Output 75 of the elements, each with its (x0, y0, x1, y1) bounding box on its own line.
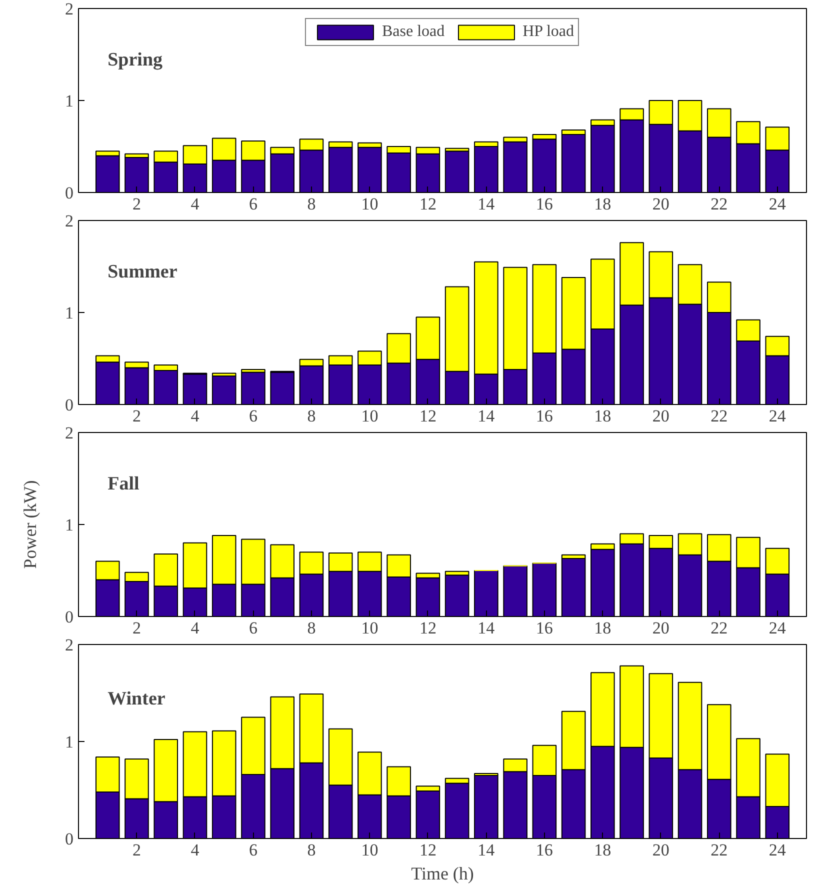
x-tick-label: 22 (710, 618, 728, 638)
x-tick-label: 6 (248, 406, 258, 426)
x-tick-label: 2 (132, 840, 141, 860)
x-tick-label: 8 (307, 618, 316, 638)
x-tick-label: 16 (536, 194, 553, 214)
legend-label: HP load (522, 23, 574, 41)
x-tick-label: 14 (478, 194, 496, 214)
x-tick-label: 2 (132, 618, 141, 638)
y-axis-title: Power (kW) (20, 480, 40, 569)
x-tick-label: 6 (248, 194, 258, 214)
bar (212, 375, 236, 404)
bar (561, 558, 586, 616)
x-tick-label: 6 (248, 840, 258, 860)
y-tick-label: 0 (65, 608, 74, 626)
x-tick-label: 10 (361, 194, 378, 214)
x-tick-label: 12 (419, 618, 436, 638)
text: Winter (108, 688, 166, 710)
x-tick-label: 8 (307, 840, 316, 860)
x-tick-label: 14 (478, 840, 496, 860)
x-tick-label: 10 (361, 618, 378, 638)
x-tick-label: 18 (594, 194, 612, 214)
x-tick-label: 24 (768, 406, 786, 426)
y-tick-label: 2 (65, 0, 74, 18)
y-tick-label: 1 (65, 304, 74, 322)
x-tick-label: 22 (710, 840, 728, 860)
legend-label: Base load (382, 23, 445, 41)
x-tick-label: 22 (710, 406, 728, 426)
y-tick-label: 1 (65, 732, 74, 752)
x-tick-label: 20 (652, 840, 670, 860)
x-tick-label: 20 (652, 618, 670, 638)
x-tick-label: 8 (307, 194, 316, 214)
x-tick-label: 16 (536, 840, 553, 860)
x-tick-label: 12 (419, 406, 436, 426)
x-tick-label: 20 (652, 194, 670, 214)
x-tick-label: 10 (361, 406, 378, 426)
x-tick-label: 24 (768, 618, 786, 638)
y-tick-label: 2 (65, 636, 74, 654)
y-tick-label: 2 (65, 424, 74, 442)
x-tick-label: 10 (361, 840, 378, 860)
bar (503, 141, 528, 192)
x-tick-label: 16 (536, 618, 553, 638)
x-tick-label: 8 (307, 406, 316, 426)
x-tick-label: 12 (419, 840, 436, 860)
x-tick-label: 18 (594, 618, 612, 638)
x-tick-label: 2 (132, 194, 141, 214)
bar (444, 574, 470, 616)
x-tick-label: 14 (478, 618, 496, 638)
y-tick-label: 0 (65, 396, 74, 414)
x-tick-label: 4 (190, 194, 200, 214)
x-tick-label: 16 (536, 406, 553, 426)
x-tick-label: 14 (478, 406, 496, 426)
y-tick-label: 2 (65, 212, 74, 230)
x-tick-label: 12 (419, 194, 436, 214)
x-tick-label: 4 (190, 618, 200, 638)
x-tick-label: 4 (190, 840, 200, 860)
bar (270, 372, 294, 404)
x-axis-title: Time (h) (411, 864, 474, 884)
bar (444, 150, 470, 192)
bar (503, 565, 528, 616)
x-tick-label: 6 (248, 618, 258, 638)
y-tick-label: 0 (65, 830, 74, 848)
text: Spring (108, 50, 164, 71)
x-tick-label: 18 (594, 406, 612, 426)
y-tick-label: 1 (65, 92, 74, 110)
x-tick-label: 2 (132, 406, 141, 426)
x-tick-label: 24 (768, 840, 786, 860)
x-tick-label: 24 (768, 194, 786, 214)
x-tick-label: 22 (710, 194, 728, 214)
y-tick-label: 0 (65, 184, 74, 202)
x-tick-label: 18 (594, 840, 612, 860)
x-tick-label: 20 (652, 406, 670, 426)
text: Summer (108, 262, 178, 283)
text: Fall (108, 474, 140, 495)
y-tick-label: 1 (65, 516, 74, 534)
x-tick-label: 4 (190, 406, 200, 426)
